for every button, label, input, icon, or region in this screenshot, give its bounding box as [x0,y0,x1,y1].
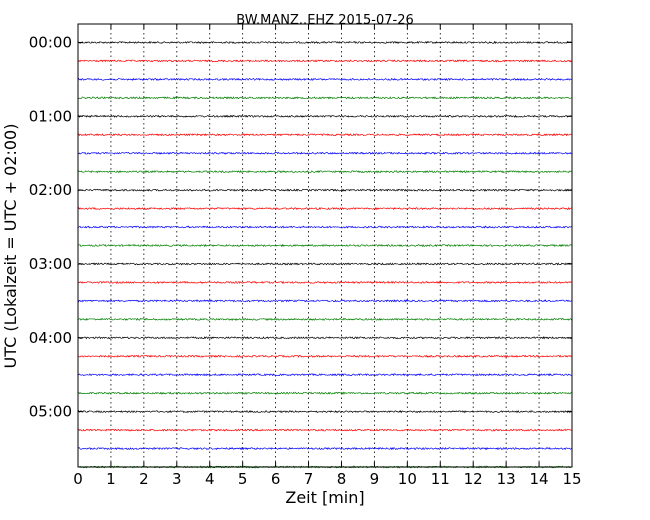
x-tick-label: 12 [464,470,483,488]
trace-line [77,336,572,340]
trace-line [77,446,572,451]
trace-line [77,206,572,211]
y-tick-label: 01:00 [29,107,72,125]
x-tick-label: 7 [304,470,314,488]
chart-title: BW.MANZ..EHZ 2015-07-26 [236,13,414,28]
x-tick-label: 14 [530,470,549,488]
trace-line [77,96,572,100]
x-tick-label: 4 [205,470,215,488]
x-tick-label: 9 [370,470,380,488]
x-tick-label: 11 [431,470,450,488]
x-axis-label: Zeit [min] [285,488,364,507]
x-tick-label: 6 [271,470,281,488]
trace-line [77,354,572,358]
x-tick-label: 5 [238,470,248,488]
trace-line [77,243,572,248]
x-tick-label: 1 [106,470,116,488]
trace-line [77,317,572,321]
x-tick-label: 2 [139,470,149,488]
trace-line [77,151,572,155]
trace-line [77,410,572,414]
trace-line [77,188,572,192]
plot-frame [77,23,573,468]
y-tick-label: 03:00 [29,255,72,273]
trace-line [77,373,572,377]
trace-line [77,133,572,137]
trace-line [77,428,572,432]
x-tick-label: 10 [398,470,417,488]
trace-line [77,280,572,285]
y-axis-label: UTC (Lokalzeit = UTC + 02:00) [1,124,20,369]
x-tick-label: 3 [172,470,182,488]
y-tick-label: 05:00 [29,403,72,421]
trace-line [77,114,572,118]
y-axis: 00:00 01:00 02:00 03:00 04:00 05:00 [29,33,572,421]
trace-lines [77,40,572,469]
trace-line [77,299,572,303]
x-tick-label: 15 [562,470,581,488]
x-tick-label: 13 [497,470,516,488]
x-axis: 0 1 2 3 4 5 6 7 8 9 10 11 12 13 14 15 [73,24,582,488]
trace-line [77,225,572,229]
y-tick-label: 00:00 [29,33,72,51]
x-tick-label: 0 [73,470,83,488]
y-tick-label: 02:00 [29,181,72,199]
trace-line [77,262,572,266]
trace-line [77,59,572,63]
trace-line [77,391,572,395]
trace-line [77,169,572,174]
trace-line [77,40,572,45]
x-tick-label: 8 [337,470,347,488]
trace-line [77,77,572,82]
y-tick-label: 04:00 [29,329,72,347]
